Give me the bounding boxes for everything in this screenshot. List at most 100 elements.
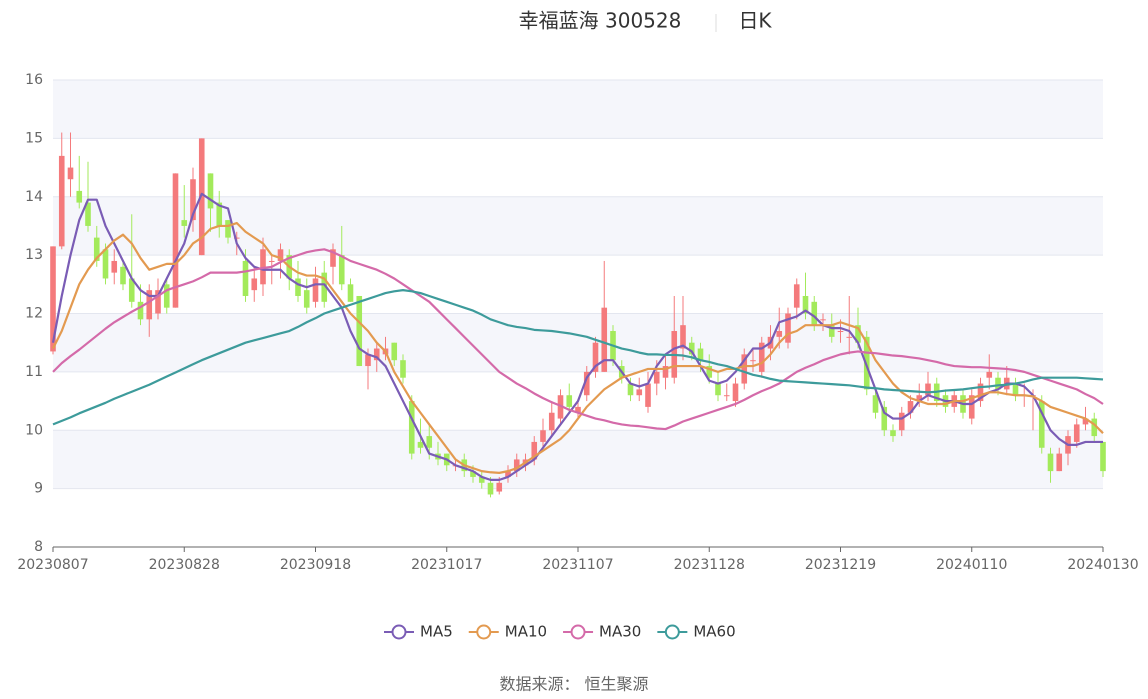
candle-body [855,325,861,343]
candle-body [330,249,336,267]
candle-body [216,202,223,226]
candle-body [338,255,345,285]
candle-body [373,348,380,361]
candle-body [470,471,476,477]
x-tick-label: 20230918 [280,557,351,573]
x-tick-label: 20231107 [542,557,613,573]
candle-body [1056,453,1063,472]
candle-body [356,295,363,367]
x-tick-label: 20231128 [674,557,745,573]
legend-label: MA30 [599,623,641,641]
candle-body [925,383,931,396]
candle-body [513,459,520,472]
candle-body [741,354,748,384]
candle-body [76,190,83,203]
ma-line [52,248,1104,431]
candle-body [505,471,511,477]
candle-body [242,260,249,296]
y-tick-label: 13 [25,247,43,263]
y-tick-label: 16 [25,72,43,88]
candle-body [207,173,214,209]
candle-body [172,173,179,308]
candle-body [881,406,888,431]
chart-title: 幸福蓝海 300528 [519,9,682,33]
candle-body [277,249,284,261]
candle-body [828,325,835,337]
candle-body [785,313,791,343]
legend-marker [391,624,407,640]
plot-band [53,313,1103,372]
candle-body [163,284,170,308]
candle-body [1038,401,1045,448]
candle-body [198,138,205,256]
legend-label: MA60 [693,623,735,641]
x-tick-label: 20240130 [1067,557,1138,573]
candle-body [400,360,406,378]
candle-body [662,366,669,378]
candle-body [295,278,301,296]
candle-body [653,371,660,384]
x-tick-label: 20231219 [805,557,876,573]
candle-body [540,430,546,442]
candle-body [487,482,494,495]
plot-band [53,80,1103,139]
candle-body [1012,383,1019,396]
ma-line [52,289,1104,426]
candle-body [268,260,275,262]
ma-line [51,192,1103,481]
candle-body [898,412,905,431]
candle-body [1100,441,1106,472]
candle-body [723,395,730,397]
legend-marker [664,624,680,640]
candle-body [732,383,739,402]
y-tick-label: 15 [25,130,43,146]
candle-body [750,360,756,362]
y-tick-label: 12 [25,306,43,322]
x-tick-label: 20230807 [17,557,88,573]
candle-body [592,342,599,372]
candle-body [478,476,485,483]
candle-body [251,278,258,291]
candle-body [680,325,686,349]
plot-band [53,430,1103,489]
x-tick-label: 20240110 [936,557,1007,573]
candle-body [995,377,1001,390]
candle-body [583,371,590,396]
candle-body [391,342,398,361]
candle-body [225,220,231,238]
candle-body [706,366,713,378]
candle-body [636,389,643,396]
candle-body [408,401,415,454]
x-tick-label: 20230828 [149,557,220,573]
y-tick-label: 8 [34,539,43,555]
candle-body [312,278,319,302]
candle-body [601,307,608,372]
candle-body [1082,418,1089,425]
candle-body [872,395,879,413]
legend-label: MA5 [420,623,453,641]
candle-body [128,278,135,302]
candle-body [85,202,91,226]
candle-body [566,395,573,407]
legend-label: MA10 [505,623,547,641]
candle-body [968,395,975,419]
candle-body [321,272,328,302]
candle-body [58,155,65,247]
candle-body [120,266,126,285]
candle-body [531,441,538,460]
candle-body [575,406,581,413]
candle-body [645,383,651,407]
candle-body [697,348,704,361]
candle-body [1047,453,1054,472]
candle-body [190,179,196,221]
ma-line [52,221,1104,474]
candle-body [426,436,433,448]
candle-body [137,301,144,320]
candle-body [907,401,914,413]
candle-body [846,336,853,338]
candle-body [93,237,100,261]
candle-body [977,383,984,402]
candle-body [1073,424,1080,442]
y-tick-label: 9 [34,481,43,497]
